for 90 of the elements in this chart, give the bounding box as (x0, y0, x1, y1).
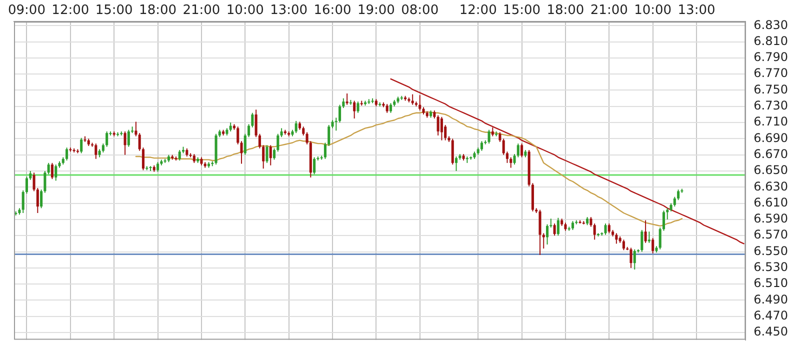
candlestick (622, 239, 625, 251)
y-tick-label: 6.570 (754, 228, 788, 242)
candlestick (590, 216, 592, 228)
x-tick-label: 10:00 (634, 3, 672, 18)
candlestick (480, 140, 484, 152)
candlestick (498, 132, 502, 142)
x-tick-label: 16:00 (314, 3, 352, 18)
candlestick (178, 150, 181, 162)
candlestick (94, 143, 98, 160)
y-tick-label: 6.730 (754, 98, 788, 113)
candlestick (353, 100, 356, 120)
candlestick (127, 129, 130, 148)
candlestick (346, 92, 348, 106)
candlestick (328, 124, 330, 146)
y-tick-label: 6.550 (754, 244, 788, 258)
candlestick (106, 130, 108, 148)
x-tick-label: 21:00 (182, 3, 220, 18)
candlestick (294, 120, 298, 134)
candlestick (124, 130, 126, 156)
y-tick-label: 6.590 (754, 212, 788, 226)
candlestick (677, 189, 680, 201)
candlestick (608, 223, 610, 234)
candlestick (630, 247, 632, 268)
candlestick (54, 164, 58, 182)
candlestick (66, 147, 68, 162)
candlestick (640, 229, 644, 252)
candlestick (440, 116, 443, 141)
candlestick (324, 142, 326, 160)
candlestick (538, 209, 542, 256)
candlestick (556, 217, 560, 236)
candlestick (546, 224, 549, 245)
candlestick (134, 121, 138, 137)
candlestick (488, 129, 490, 144)
candlestick (244, 133, 246, 156)
candlestick (356, 101, 360, 114)
candlestick (418, 94, 422, 111)
candlestick (454, 156, 458, 172)
x-tick-label: 08:00 (401, 3, 439, 18)
candlestick (411, 94, 414, 106)
candlestick (80, 137, 83, 154)
candlestick (262, 144, 265, 170)
x-tick-label: 09:00 (8, 3, 46, 18)
x-tick-label: 13:00 (270, 3, 308, 18)
x-tick-label: 12:00 (52, 3, 90, 18)
candlestick (604, 223, 607, 236)
candlestick (673, 196, 676, 208)
y-tick-label: 6.770 (754, 66, 788, 80)
x-tick-label: 19:00 (357, 3, 395, 18)
y-tick-label: 6.790 (754, 50, 788, 64)
candlestick (644, 220, 647, 244)
y-tick-label: 6.750 (754, 82, 788, 96)
candlestick (652, 238, 654, 254)
x-tick-label: 21:00 (590, 3, 628, 18)
candlestick (593, 223, 596, 240)
candlestick (633, 248, 636, 270)
candlestick (266, 144, 268, 164)
candlestick (50, 162, 54, 180)
candlestick (334, 117, 338, 132)
y-tick-label: 6.690 (754, 130, 788, 145)
y-tick-label: 6.610 (754, 195, 788, 210)
x-tick-label: 10:00 (226, 3, 264, 18)
y-tick-label: 6.470 (754, 308, 788, 323)
y-tick-label: 6.650 (754, 163, 788, 178)
y-tick-label: 6.630 (754, 179, 788, 194)
candlestick (389, 102, 392, 114)
x-tick-label: 13:00 (678, 3, 716, 18)
candlestick (156, 162, 160, 172)
candlestick (451, 138, 454, 166)
candlestick (648, 231, 650, 244)
y-tick-label: 6.510 (754, 276, 788, 290)
y-tick-label: 6.450 (754, 324, 788, 339)
y-tick-label: 6.670 (754, 146, 788, 161)
candlestick (269, 144, 272, 166)
candlestick (313, 156, 316, 175)
x-tick-label: 18:00 (546, 3, 584, 18)
candlestick (520, 143, 524, 158)
candlestick (553, 223, 556, 236)
x-tick-label: 18:00 (139, 3, 177, 18)
x-tick-label: 12:00 (459, 3, 497, 18)
y-tick-label: 6.490 (754, 292, 788, 306)
candlestick (338, 104, 342, 124)
candlestick (510, 156, 512, 168)
x-tick-label: 15:00 (95, 3, 133, 18)
y-tick-label: 6.830 (754, 18, 788, 32)
candlestick (47, 162, 50, 175)
y-tick-label: 6.530 (754, 260, 788, 274)
x-tick-label: 15:00 (503, 3, 541, 18)
y-tick-label: 6.810 (754, 34, 788, 48)
y-tick-label: 6.710 (754, 114, 788, 129)
candlestick (615, 232, 618, 244)
